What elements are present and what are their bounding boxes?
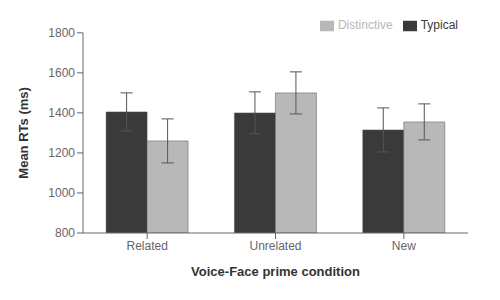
svg-text:1000: 1000 [48, 186, 75, 200]
svg-text:1400: 1400 [48, 106, 75, 120]
html-text:Typical: Typical [420, 18, 458, 32]
svg-text:1800: 1800 [48, 26, 75, 40]
html-text:Distinctive: Distinctive [338, 18, 393, 32]
svg-text:Unrelated: Unrelated [249, 239, 301, 253]
svg-text:New: New [392, 239, 416, 253]
svg-text:800: 800 [55, 226, 75, 240]
svg-text:Voice-Face prime condition: Voice-Face prime condition [191, 264, 360, 279]
svg-text:Mean RTs (ms): Mean RTs (ms) [16, 87, 31, 179]
svg-text:Related: Related [126, 239, 167, 253]
svg-text:1200: 1200 [48, 146, 75, 160]
svg-text:1600: 1600 [48, 66, 75, 80]
